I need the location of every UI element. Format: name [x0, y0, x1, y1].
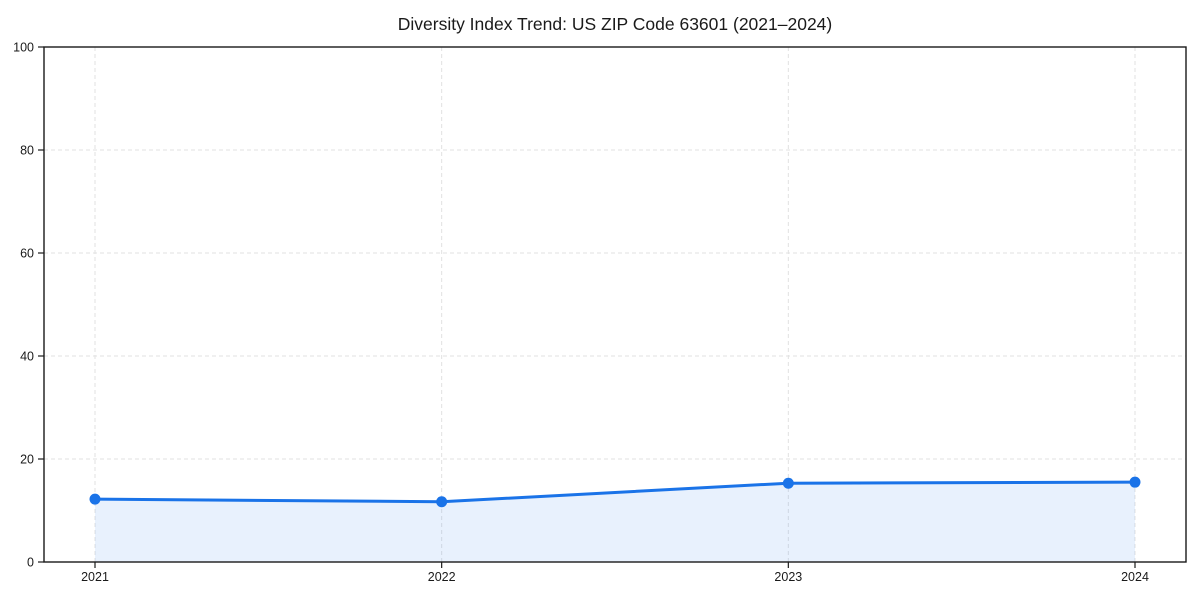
data-point-2024 [1129, 476, 1141, 488]
tick-labels-layer: 2021 2022 2023 2024 0 20 40 60 80 100 [13, 41, 1149, 585]
y-tick-label-40: 40 [20, 350, 34, 364]
x-tick-label-2024: 2024 [1121, 570, 1149, 584]
y-tick-label-60: 60 [20, 247, 34, 261]
x-tick-label-2021: 2021 [81, 570, 109, 584]
x-tick-label-2022: 2022 [428, 570, 456, 584]
y-tick-label-80: 80 [20, 144, 34, 158]
chart-title: Diversity Index Trend: US ZIP Code 63601… [398, 14, 833, 34]
axes-layer [43, 46, 1187, 563]
data-point-2021 [89, 493, 101, 505]
data-point-2023 [782, 477, 794, 489]
y-tick-label-0: 0 [27, 556, 34, 570]
area-fill-layer [95, 482, 1135, 562]
tick-marks-layer [38, 46, 1136, 568]
x-tick-label-2023: 2023 [774, 570, 802, 584]
plot-border [43, 46, 1187, 563]
trend-line-layer [93, 480, 1137, 504]
area-fill [95, 482, 1135, 562]
data-points-layer [89, 476, 1141, 508]
y-tick-label-20: 20 [20, 453, 34, 467]
trend-line [93, 480, 1137, 504]
data-point-2022 [436, 496, 448, 508]
y-tick-label-100: 100 [13, 41, 34, 55]
